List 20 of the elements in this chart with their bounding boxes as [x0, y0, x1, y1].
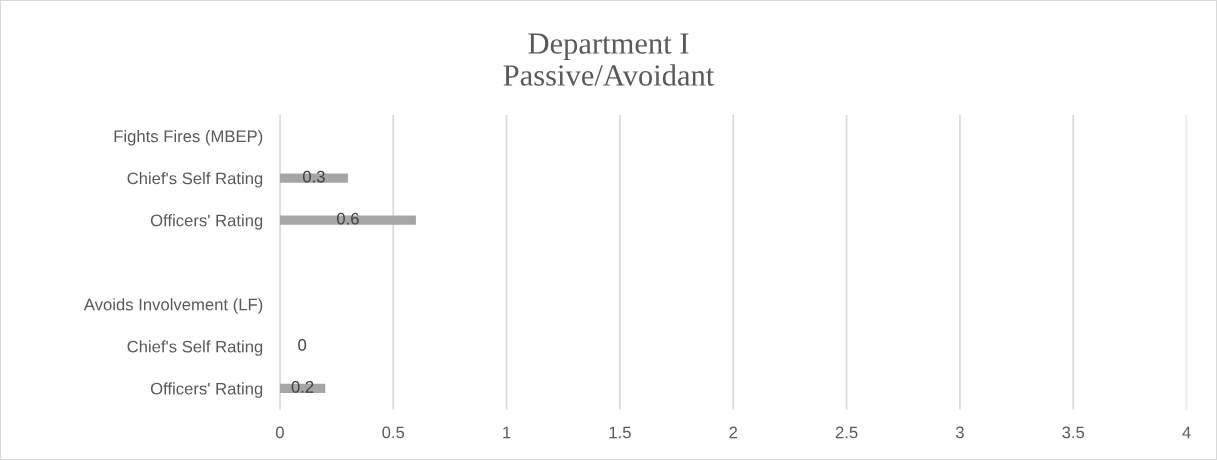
x-tick-label: 3: [955, 426, 964, 439]
data-label: 0.2: [291, 381, 314, 393]
x-tick-label: 2.5: [835, 426, 858, 439]
data-label: 0: [298, 338, 307, 351]
y-tick-label: Officers' Rating: [150, 214, 263, 230]
x-tick-label: 4: [1182, 426, 1191, 439]
x-tick-label: 3.5: [1062, 426, 1085, 439]
y-tick-label: Officers' Rating: [150, 382, 263, 398]
data-label: 0.6: [336, 212, 359, 225]
x-tick-label: 1.5: [609, 426, 631, 439]
y-tick-label: Chief's Self Rating: [127, 172, 263, 188]
x-tick-label: 0.5: [382, 426, 405, 439]
x-tick-label: 2: [729, 426, 738, 439]
y-tick-label: Fights Fires (MBEP): [114, 129, 263, 146]
chart-title: Department I Passive/Avoidant: [503, 33, 715, 86]
data-label: 0.3: [302, 170, 325, 183]
x-tick-label: 1: [503, 426, 511, 439]
y-tick-label: Avoids Involvement (LF): [83, 298, 263, 314]
y-tick-label: Chief's Self Rating: [127, 340, 263, 356]
x-tick-label: 0: [275, 426, 284, 439]
